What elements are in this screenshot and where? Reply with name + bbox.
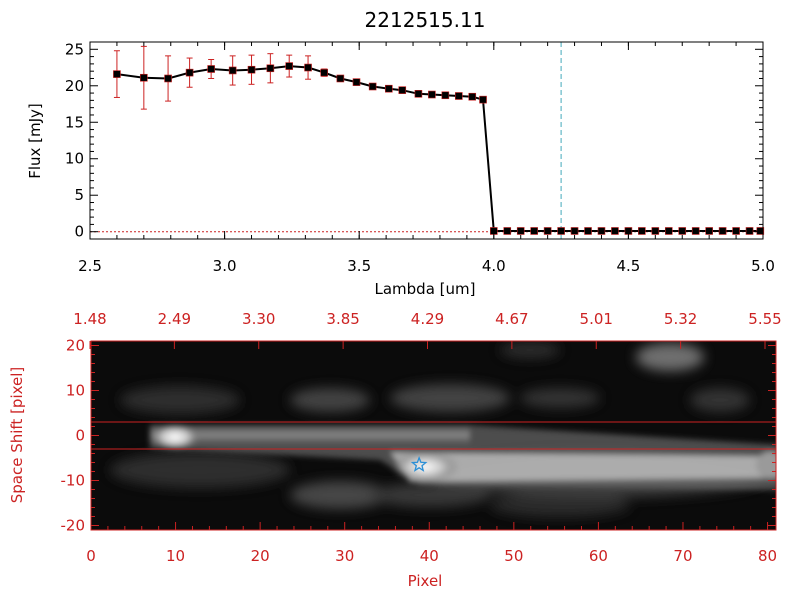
y-tick-label: 0 <box>75 427 85 445</box>
y-tick-label: 5 <box>74 186 84 204</box>
data-point <box>414 90 423 98</box>
x-tick-label: 0 <box>86 547 96 565</box>
data-point <box>557 227 565 235</box>
top-tick-label: 5.01 <box>580 310 613 328</box>
top-tick-label: 1.48 <box>73 310 106 328</box>
x-tick-label: 3.5 <box>347 257 371 275</box>
data-point <box>113 70 121 78</box>
image-x-axis-label: Pixel <box>408 572 443 590</box>
data-point <box>185 68 194 77</box>
data-point <box>207 65 215 73</box>
y-tick-label: 10 <box>66 382 85 400</box>
spectrum-plot: 2212515.11 2.5 3.0 3.5 4.0 4.5 5.00510152025 … <box>26 8 775 298</box>
x-tick-label: 30 <box>335 547 354 565</box>
data-point <box>756 227 765 235</box>
data-point <box>385 84 393 93</box>
flux-line <box>116 65 761 232</box>
top-tick-label: 4.29 <box>411 310 444 328</box>
data-point <box>320 68 329 77</box>
data-point <box>705 227 713 235</box>
x-tick-label: 50 <box>504 547 523 565</box>
x-tick-label: 20 <box>251 547 270 565</box>
y-tick-label: 25 <box>65 40 84 58</box>
x-tick-label: 60 <box>589 547 608 565</box>
x-tick-label: 40 <box>420 547 439 565</box>
data-point <box>352 78 361 86</box>
top-tick-label: 2.49 <box>158 310 191 328</box>
x-tick-label: 2.5 <box>78 257 102 275</box>
data-point <box>247 65 256 74</box>
data-point <box>718 227 727 235</box>
data-point <box>368 82 377 91</box>
data-point <box>336 74 345 83</box>
data-point <box>479 95 487 104</box>
spectral-image <box>91 341 776 530</box>
y-tick-label: 10 <box>65 150 84 168</box>
data-point <box>570 227 579 235</box>
x-tick-label: 4.5 <box>616 257 640 275</box>
data-point <box>732 227 740 235</box>
top-tick-label: 3.30 <box>242 310 275 328</box>
y-tick-label: -20 <box>61 517 86 535</box>
top-tick-label: 5.32 <box>664 310 697 328</box>
spectrum-axes: 2.5 3.0 3.5 4.0 4.5 5.0 0 5 10 15 20 25 <box>65 40 775 275</box>
data-point <box>503 227 512 235</box>
x-tick-label: 5.0 <box>751 257 775 275</box>
data-point <box>691 227 700 235</box>
x-tick-label: 80 <box>758 547 777 565</box>
spectral-image-plot: 0 10 20 30 40 50 60 70 80 1.48 2.49 3.30 3.85 4.29 4.6… <box>8 310 782 590</box>
data-point <box>584 227 592 235</box>
data-point <box>651 227 660 235</box>
y-tick-label: 20 <box>66 337 85 355</box>
image-axes: 0 10 20 30 40 50 60 70 80 1.48 2.49 3.30 3.85 4.29 4.6… <box>61 310 782 565</box>
data-point <box>164 74 172 83</box>
y-tick-label: -10 <box>61 472 86 490</box>
data-point <box>611 227 619 235</box>
image-overlay <box>91 421 776 472</box>
data-point <box>597 227 606 235</box>
x-tick-label: 10 <box>166 547 185 565</box>
x-tick-label: 4.0 <box>482 257 506 275</box>
data-point <box>664 227 673 235</box>
data-point <box>678 227 687 235</box>
data-point <box>638 227 646 235</box>
spectrum-x-axis-label: Lambda [um] <box>375 280 476 298</box>
data-point <box>543 227 552 235</box>
top-tick-label: 3.85 <box>326 310 359 328</box>
spectrum-series <box>90 42 765 239</box>
spectrum-plot-frame <box>89 41 764 240</box>
data-point <box>266 64 275 73</box>
data-point <box>530 227 538 235</box>
image-y-axis-label: Space Shift [pixel] <box>8 367 26 504</box>
top-tick-label: 5.55 <box>748 310 781 328</box>
star-marker <box>410 456 428 472</box>
data-point <box>428 90 436 99</box>
data-point <box>140 73 148 82</box>
spectrum-y-axis-label: Flux [mJy] <box>26 103 44 179</box>
data-point <box>304 63 312 72</box>
data-point <box>441 91 450 100</box>
top-tick-label: 4.67 <box>495 310 528 328</box>
data-point <box>455 92 463 100</box>
spectrum-title: 2212515.11 <box>365 8 486 32</box>
data-point <box>228 66 237 75</box>
x-tick-label: 3.0 <box>213 257 237 275</box>
data-point <box>468 92 477 101</box>
data-point <box>516 227 525 235</box>
y-tick-label: 0 <box>74 223 84 241</box>
image-frame <box>90 340 777 531</box>
y-tick-label: 20 <box>65 77 84 95</box>
y-tick-label: 15 <box>65 113 84 131</box>
x-tick-label: 70 <box>673 547 692 565</box>
data-point <box>285 62 294 70</box>
data-point <box>398 86 407 94</box>
data-point <box>745 227 754 235</box>
